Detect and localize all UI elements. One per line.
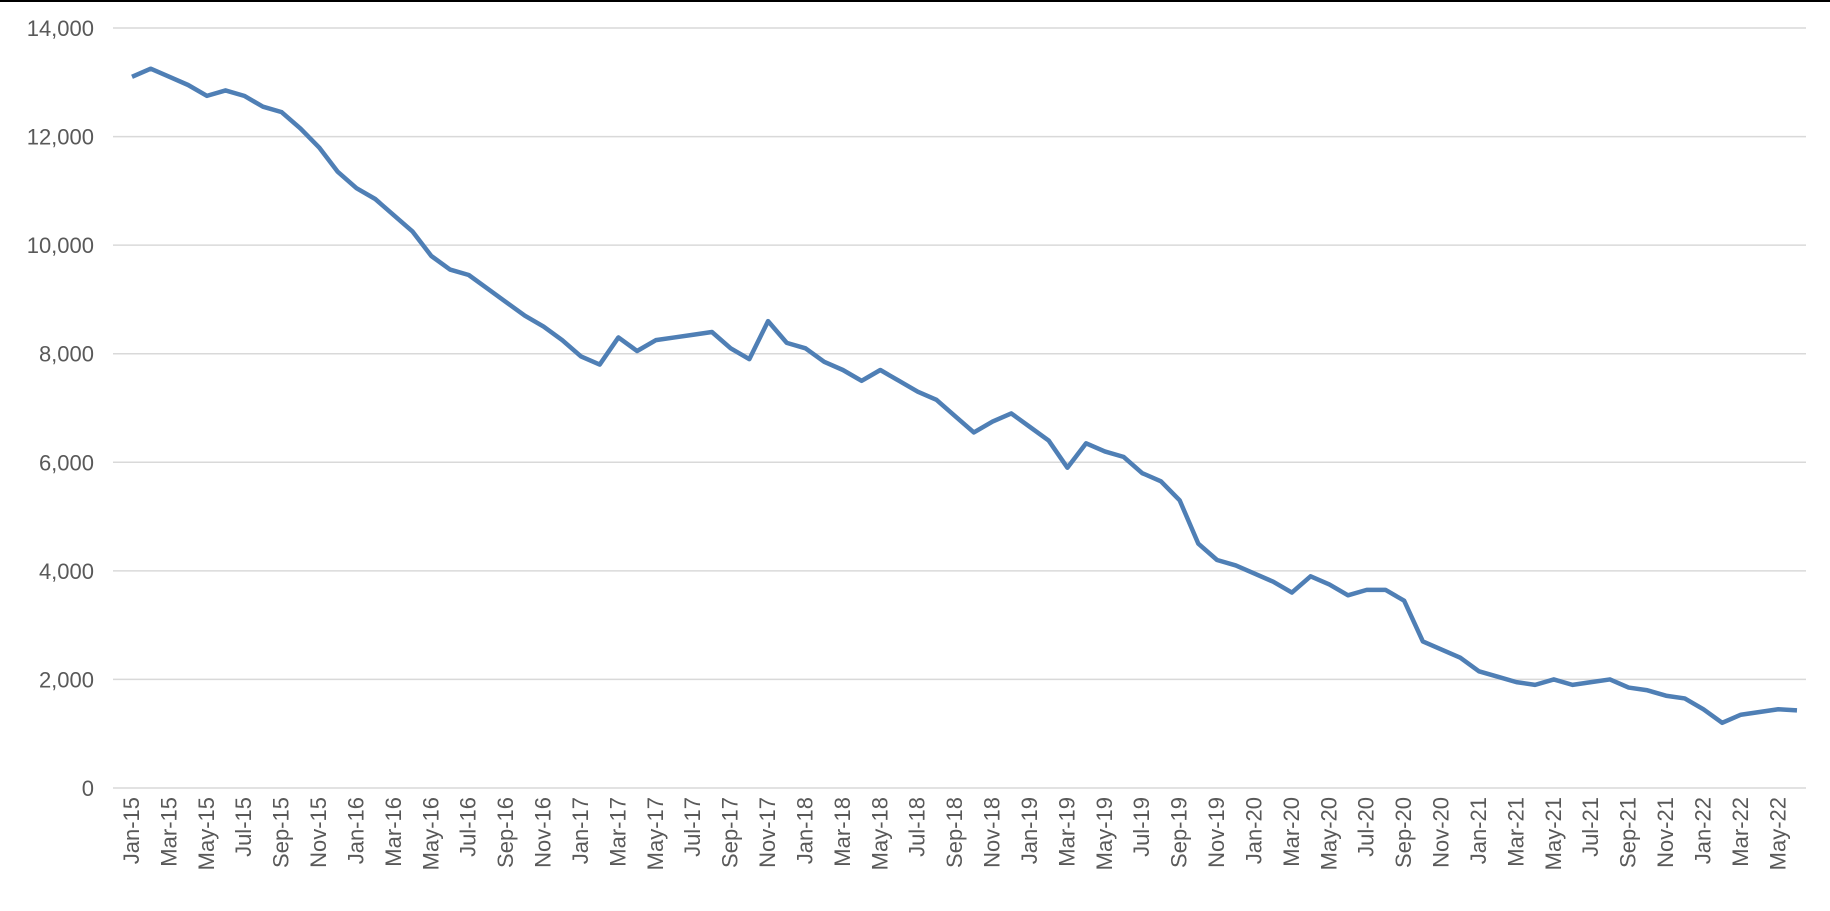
- x-tick-label: Sep-20: [1391, 797, 1416, 868]
- x-tick-label: Sep-19: [1167, 797, 1192, 868]
- x-tick-label: Sep-15: [269, 797, 294, 868]
- x-tick-label: May-16: [418, 797, 443, 870]
- x-tick-label: Mar-17: [605, 797, 630, 867]
- x-tick-label: Jul-15: [231, 797, 256, 857]
- x-tick-label: Mar-19: [1054, 797, 1079, 867]
- x-tick-label: May-19: [1092, 797, 1117, 870]
- x-tick-label: Nov-20: [1429, 797, 1454, 868]
- x-tick-label: Jul-17: [680, 797, 705, 857]
- x-tick-label: Jan-19: [1017, 797, 1042, 864]
- x-tick-label: Jan-22: [1690, 797, 1715, 864]
- y-tick-label: 8,000: [39, 342, 94, 367]
- x-tick-label: Mar-20: [1279, 797, 1304, 867]
- x-tick-label: Jul-19: [1129, 797, 1154, 857]
- x-tick-label: Nov-15: [306, 797, 331, 868]
- x-tick-label: Jul-21: [1578, 797, 1603, 857]
- x-tick-label: Sep-21: [1616, 797, 1641, 868]
- y-tick-label: 2,000: [39, 667, 94, 692]
- x-tick-label: Nov-16: [531, 797, 556, 868]
- x-tick-label: Jul-20: [1354, 797, 1379, 857]
- x-tick-label: Nov-19: [1204, 797, 1229, 868]
- x-tick-label: Mar-21: [1503, 797, 1528, 867]
- x-tick-label: Jan-18: [792, 797, 817, 864]
- x-tick-label: May-18: [867, 797, 892, 870]
- x-tick-label: Jul-16: [456, 797, 481, 857]
- y-tick-label: 4,000: [39, 559, 94, 584]
- x-tick-label: Mar-22: [1728, 797, 1753, 867]
- y-tick-label: 0: [82, 776, 94, 801]
- x-tick-label: May-20: [1316, 797, 1341, 870]
- x-tick-label: Jan-15: [119, 797, 144, 864]
- x-tick-label: May-22: [1765, 797, 1790, 870]
- x-tick-label: Nov-17: [755, 797, 780, 868]
- data-line: [131, 66, 1798, 726]
- x-tick-label: Mar-18: [830, 797, 855, 867]
- x-tick-label: May-17: [643, 797, 668, 870]
- y-tick-label: 14,000: [27, 16, 94, 41]
- x-tick-label: Sep-18: [942, 797, 967, 868]
- y-tick-label: 6,000: [39, 450, 94, 475]
- x-tick-label: Mar-16: [381, 797, 406, 867]
- x-tick-label: Jan-21: [1466, 797, 1491, 864]
- x-tick-label: May-21: [1541, 797, 1566, 870]
- x-tick-label: Sep-16: [493, 797, 518, 868]
- y-tick-label: 10,000: [27, 233, 94, 258]
- x-tick-label: Jan-17: [568, 797, 593, 864]
- x-tick-label: Sep-17: [718, 797, 743, 868]
- y-tick-label: 12,000: [27, 125, 94, 150]
- x-tick-label: Jan-20: [1241, 797, 1266, 864]
- x-tick-label: Jan-16: [343, 797, 368, 864]
- x-tick-label: Nov-18: [980, 797, 1005, 868]
- x-tick-label: Mar-15: [156, 797, 181, 867]
- x-tick-label: Nov-21: [1653, 797, 1678, 868]
- x-tick-label: May-15: [194, 797, 219, 870]
- x-tick-label: Jul-18: [905, 797, 930, 857]
